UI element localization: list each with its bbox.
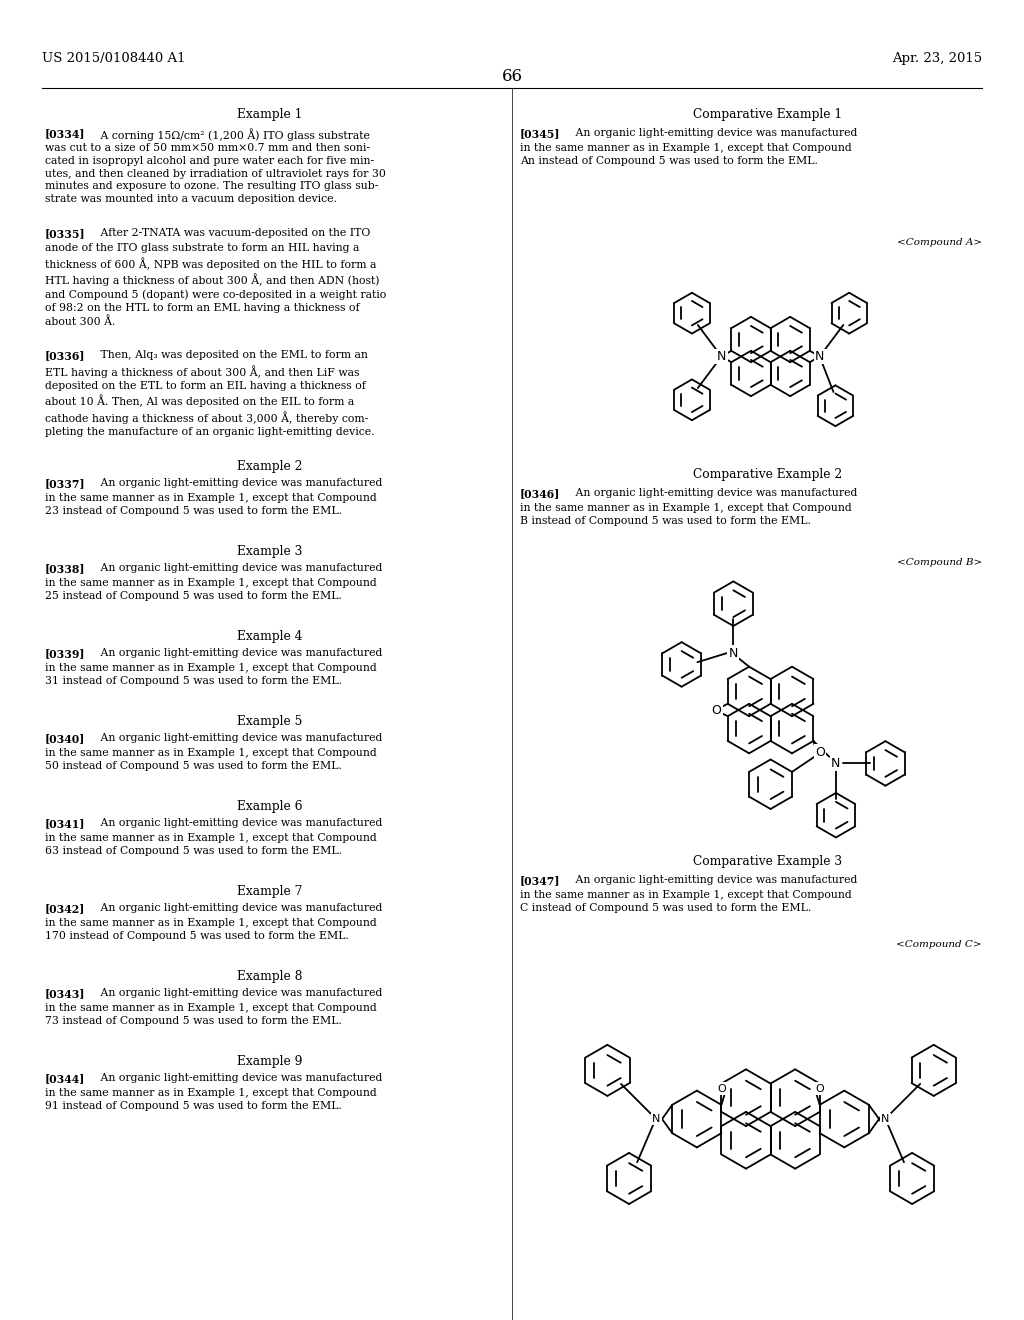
Text: <Compound C>: <Compound C> xyxy=(896,940,982,949)
Text: [0345]: [0345] xyxy=(520,128,560,139)
Text: [0337]: [0337] xyxy=(45,478,86,488)
Text: O: O xyxy=(815,1084,824,1094)
Text: <Compound A>: <Compound A> xyxy=(897,238,982,247)
Text: [0338]: [0338] xyxy=(45,564,85,574)
Text: O: O xyxy=(717,1084,726,1094)
Text: Then, Alq₃ was deposited on the EML to form an: Then, Alq₃ was deposited on the EML to f… xyxy=(97,350,368,360)
Text: [0335]: [0335] xyxy=(45,228,86,239)
Text: [0336]: [0336] xyxy=(45,350,85,360)
Text: in the same manner as in Example 1, except that Compound
C instead of Compound 5: in the same manner as in Example 1, exce… xyxy=(520,890,852,913)
Text: in the same manner as in Example 1, except that Compound
An instead of Compound : in the same manner as in Example 1, exce… xyxy=(520,143,852,166)
Text: [0340]: [0340] xyxy=(45,733,85,744)
Text: Example 5: Example 5 xyxy=(238,715,303,729)
Text: in the same manner as in Example 1, except that Compound
91 instead of Compound : in the same manner as in Example 1, exce… xyxy=(45,1088,377,1111)
Text: An organic light-emitting device was manufactured: An organic light-emitting device was man… xyxy=(572,128,857,139)
Text: anode of the ITO glass substrate to form an HIL having a
thickness of 600 Å, NPB: anode of the ITO glass substrate to form… xyxy=(45,243,386,326)
Text: 66: 66 xyxy=(502,69,522,84)
Text: [0344]: [0344] xyxy=(45,1073,85,1084)
Text: An organic light-emitting device was manufactured: An organic light-emitting device was man… xyxy=(97,1073,382,1082)
Text: in the same manner as in Example 1, except that Compound
31 instead of Compound : in the same manner as in Example 1, exce… xyxy=(45,663,377,686)
Text: Example 7: Example 7 xyxy=(238,884,303,898)
Text: An organic light-emitting device was manufactured: An organic light-emitting device was man… xyxy=(97,987,382,998)
Text: in the same manner as in Example 1, except that Compound
63 instead of Compound : in the same manner as in Example 1, exce… xyxy=(45,833,377,855)
Text: Example 9: Example 9 xyxy=(238,1055,303,1068)
Text: Example 6: Example 6 xyxy=(238,800,303,813)
Text: [0341]: [0341] xyxy=(45,818,85,829)
Text: O: O xyxy=(712,704,721,717)
Text: An organic light-emitting device was manufactured: An organic light-emitting device was man… xyxy=(572,488,857,498)
Text: US 2015/0108440 A1: US 2015/0108440 A1 xyxy=(42,51,185,65)
Text: [0339]: [0339] xyxy=(45,648,85,659)
Text: N: N xyxy=(815,350,824,363)
Text: An organic light-emitting device was manufactured: An organic light-emitting device was man… xyxy=(97,733,382,743)
Text: Comparative Example 3: Comparative Example 3 xyxy=(693,855,843,869)
Text: in the same manner as in Example 1, except that Compound
73 instead of Compound : in the same manner as in Example 1, exce… xyxy=(45,1003,377,1026)
Text: in the same manner as in Example 1, except that Compound
B instead of Compound 5: in the same manner as in Example 1, exce… xyxy=(520,503,852,525)
Text: in the same manner as in Example 1, except that Compound
170 instead of Compound: in the same manner as in Example 1, exce… xyxy=(45,917,377,941)
Text: Apr. 23, 2015: Apr. 23, 2015 xyxy=(892,51,982,65)
Text: [0347]: [0347] xyxy=(520,875,560,886)
Text: Comparative Example 1: Comparative Example 1 xyxy=(693,108,843,121)
Text: After 2-TNATA was vacuum-deposited on the ITO: After 2-TNATA was vacuum-deposited on th… xyxy=(97,228,371,238)
Text: Comparative Example 2: Comparative Example 2 xyxy=(693,469,843,480)
Text: An organic light-emitting device was manufactured: An organic light-emitting device was man… xyxy=(97,818,382,828)
Text: Example 3: Example 3 xyxy=(238,545,303,558)
Text: N: N xyxy=(717,350,726,363)
Text: An organic light-emitting device was manufactured: An organic light-emitting device was man… xyxy=(572,875,857,884)
Text: was cut to a size of 50 mm×50 mm×0.7 mm and then soni-
cated in isopropyl alcoho: was cut to a size of 50 mm×50 mm×0.7 mm … xyxy=(45,143,386,205)
Text: Example 2: Example 2 xyxy=(238,459,303,473)
Text: An organic light-emitting device was manufactured: An organic light-emitting device was man… xyxy=(97,903,382,913)
Text: O: O xyxy=(815,746,825,759)
Text: An organic light-emitting device was manufactured: An organic light-emitting device was man… xyxy=(97,478,382,488)
Text: N: N xyxy=(831,756,841,770)
Text: in the same manner as in Example 1, except that Compound
23 instead of Compound : in the same manner as in Example 1, exce… xyxy=(45,492,377,516)
Text: Example 8: Example 8 xyxy=(238,970,303,983)
Text: ETL having a thickness of about 300 Å, and then LiF was
deposited on the ETL to : ETL having a thickness of about 300 Å, a… xyxy=(45,366,375,437)
Text: [0346]: [0346] xyxy=(520,488,560,499)
Text: N: N xyxy=(729,647,738,660)
Text: <Compound B>: <Compound B> xyxy=(897,558,982,568)
Text: [0343]: [0343] xyxy=(45,987,85,999)
Text: Example 4: Example 4 xyxy=(238,630,303,643)
Text: [0342]: [0342] xyxy=(45,903,85,913)
Text: An organic light-emitting device was manufactured: An organic light-emitting device was man… xyxy=(97,648,382,657)
Text: N: N xyxy=(881,1114,889,1125)
Text: A corning 15Ω/cm² (1,200 Å) ITO glass substrate: A corning 15Ω/cm² (1,200 Å) ITO glass su… xyxy=(97,128,370,141)
Text: An organic light-emitting device was manufactured: An organic light-emitting device was man… xyxy=(97,564,382,573)
Text: Example 1: Example 1 xyxy=(238,108,303,121)
Text: [0334]: [0334] xyxy=(45,128,85,139)
Text: in the same manner as in Example 1, except that Compound
50 instead of Compound : in the same manner as in Example 1, exce… xyxy=(45,748,377,771)
Text: in the same manner as in Example 1, except that Compound
25 instead of Compound : in the same manner as in Example 1, exce… xyxy=(45,578,377,601)
Text: N: N xyxy=(652,1114,660,1125)
